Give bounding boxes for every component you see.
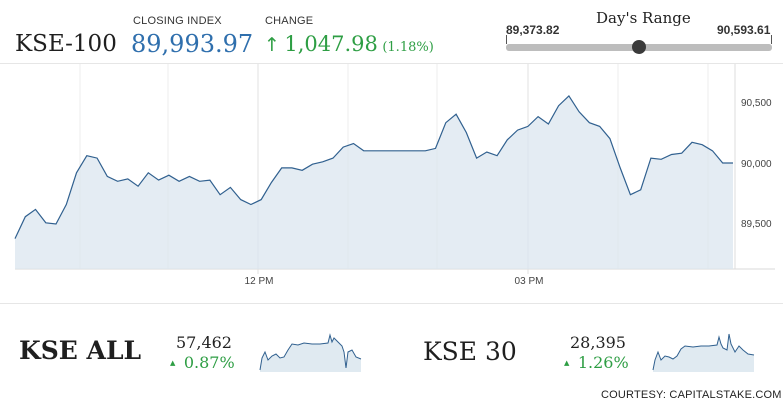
kse-all-sparkline	[259, 333, 362, 372]
range-low-value: 89,373.82	[506, 23, 560, 37]
days-range-marker	[632, 40, 646, 54]
kse-30-value: 28,395	[570, 333, 626, 352]
triangle-up-icon: ▲	[564, 359, 570, 367]
chart-area	[15, 95, 733, 270]
section-divider	[0, 303, 783, 304]
y-tick-label: 90,500	[741, 98, 772, 109]
kse-30-change-row: ▲ 1.26%	[564, 353, 629, 373]
x-tick-label: 12 PM	[245, 276, 274, 287]
kse-all-sparkline-area	[260, 335, 361, 372]
y-tick-label: 89,500	[741, 219, 772, 230]
y-tick-label: 90,000	[741, 159, 772, 170]
courtesy-text: COURTESY: CAPITALSTAKE.COM	[601, 389, 782, 401]
range-low-tick	[506, 35, 507, 44]
chart-line	[14, 94, 733, 239]
kse-30-sparkline-area	[653, 334, 754, 372]
kse-all-sparkline-line	[259, 333, 362, 371]
kse-30-name: KSE 30	[423, 337, 517, 366]
kse-all-name: KSE ALL	[19, 336, 142, 365]
closing-index-value: 89,993.97	[131, 30, 254, 58]
kse-all-value: 57,462	[176, 333, 232, 352]
change-value: 1,047.98	[284, 32, 378, 56]
range-high-tick	[771, 35, 772, 44]
kse-30-change: 1.26%	[577, 353, 629, 372]
change-row: ↑ 1,047.98 (1.18%)	[264, 32, 434, 56]
kse-30-sparkline	[652, 333, 755, 372]
kse-30-sparkline-line	[652, 333, 755, 371]
change-label: CHANGE	[265, 15, 314, 27]
range-high-value: 90,593.61	[717, 23, 771, 37]
intraday-chart: 90,500 90,000 89,500 12 PM 03 PM	[14, 64, 775, 287]
up-arrow-icon: ↑	[264, 34, 280, 56]
change-percent: (1.18%)	[382, 40, 434, 55]
days-range-title: Day's Range	[596, 9, 691, 27]
header-divider	[0, 63, 783, 64]
kse-all-change-row: ▲ 0.87%	[170, 353, 235, 373]
x-tick-label: 03 PM	[515, 276, 544, 287]
kse-all-change: 0.87%	[183, 353, 235, 372]
index-symbol: KSE-100	[15, 31, 117, 57]
triangle-up-icon: ▲	[170, 359, 176, 367]
closing-index-label: CLOSING INDEX	[133, 15, 222, 27]
